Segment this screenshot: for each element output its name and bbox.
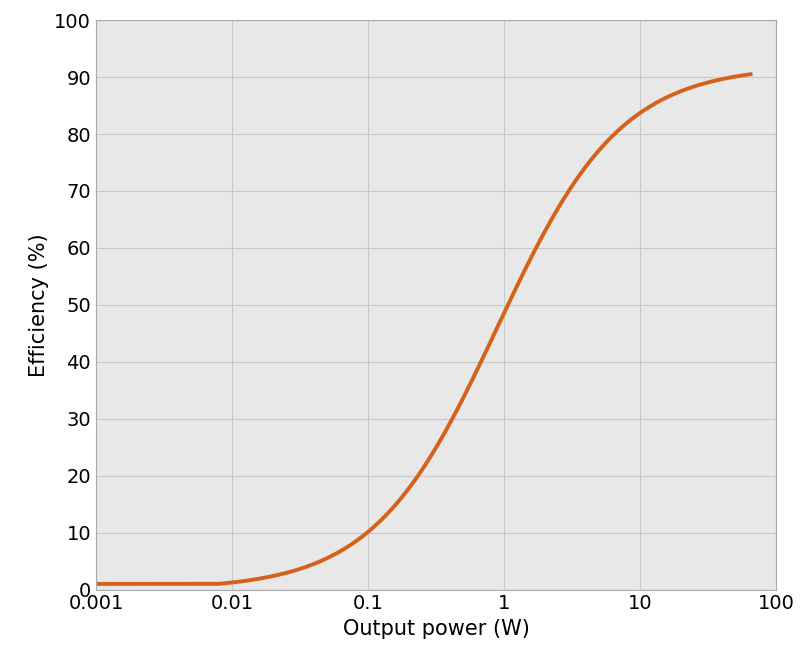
X-axis label: Output power (W): Output power (W) bbox=[342, 619, 530, 639]
Y-axis label: Efficiency (%): Efficiency (%) bbox=[29, 233, 49, 377]
